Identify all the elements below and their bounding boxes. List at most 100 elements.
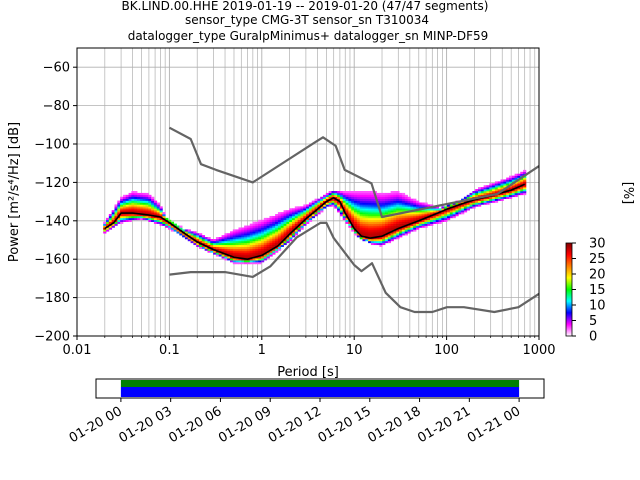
density-cell xyxy=(370,215,375,219)
density-cell xyxy=(249,229,253,232)
density-cell xyxy=(269,215,273,219)
density-cell xyxy=(165,225,169,228)
density-cell xyxy=(461,206,465,209)
density-cell xyxy=(204,242,208,246)
density-cell xyxy=(213,240,217,244)
density-cell xyxy=(463,200,468,203)
density-cell xyxy=(379,240,383,244)
density-cell xyxy=(241,233,245,236)
density-cell xyxy=(320,202,324,205)
density-cell xyxy=(280,239,284,242)
density-cell xyxy=(170,225,175,228)
density-cell xyxy=(106,221,110,224)
density-cell xyxy=(215,246,220,249)
density-cell xyxy=(382,196,386,199)
density-cell xyxy=(410,225,414,228)
density-cell xyxy=(179,231,183,234)
density-cell xyxy=(506,181,510,184)
density-cell xyxy=(128,194,132,198)
density-cell xyxy=(258,252,262,255)
density-cell xyxy=(151,215,155,219)
density-cell xyxy=(365,237,369,240)
density-cell xyxy=(424,221,428,224)
density-cell xyxy=(266,219,270,222)
density-cell xyxy=(210,250,214,253)
density-cell xyxy=(241,235,245,238)
density-cell xyxy=(241,237,245,240)
density-cell xyxy=(148,208,152,211)
x-axis-ticks: 0.01 0.1 1 10 100 1000 xyxy=(63,336,556,358)
density-cell xyxy=(294,223,299,226)
density-cell xyxy=(354,206,358,209)
density-cell xyxy=(393,198,397,201)
density-cell xyxy=(382,231,386,234)
density-cell xyxy=(323,200,327,203)
density-cell xyxy=(401,202,406,205)
density-cell xyxy=(244,239,248,242)
density-cell xyxy=(249,260,253,263)
density-cell xyxy=(362,214,366,217)
density-cell xyxy=(255,242,259,246)
density-cell xyxy=(272,231,276,234)
density-cell xyxy=(320,198,324,201)
density-cell xyxy=(196,244,200,247)
density-cell xyxy=(385,231,389,234)
density-cell xyxy=(232,235,237,238)
density-cell xyxy=(342,194,346,198)
density-cell xyxy=(379,231,383,234)
density-cell xyxy=(331,191,335,194)
density-cell xyxy=(303,204,307,207)
density-cell xyxy=(444,219,448,222)
density-cell xyxy=(156,219,160,222)
density-cell xyxy=(244,233,248,236)
density-cell xyxy=(376,239,380,242)
density-cell xyxy=(120,217,124,221)
density-cell xyxy=(370,227,375,230)
density-cell xyxy=(396,214,400,217)
density-cell xyxy=(125,217,129,221)
density-cell xyxy=(399,223,403,226)
density-cell xyxy=(294,217,299,221)
density-cell xyxy=(162,215,166,219)
density-cell xyxy=(249,262,253,265)
density-cell xyxy=(418,212,423,215)
density-cell xyxy=(224,254,228,257)
colorbar-tick-label: 20 xyxy=(589,268,606,283)
density-cell xyxy=(382,237,386,240)
density-cell xyxy=(401,196,406,199)
density-cell xyxy=(356,204,361,207)
density-cell xyxy=(258,244,262,247)
density-cell xyxy=(213,250,217,253)
density-cell xyxy=(401,210,406,213)
density-cell xyxy=(230,254,234,257)
density-cell xyxy=(435,208,439,211)
density-cell xyxy=(275,225,279,228)
density-cell xyxy=(134,204,138,207)
density-cell xyxy=(356,208,361,211)
density-cell xyxy=(379,200,383,203)
density-cell xyxy=(249,242,253,246)
density-cell xyxy=(351,214,355,217)
density-cell xyxy=(331,194,335,198)
density-cell xyxy=(297,219,301,222)
density-cell xyxy=(508,187,513,190)
density-cell xyxy=(131,191,135,194)
density-cell xyxy=(401,194,406,198)
density-cell xyxy=(396,198,400,201)
density-cell xyxy=(379,208,383,211)
density-cell xyxy=(365,223,369,226)
density-cell xyxy=(373,214,377,217)
density-cell xyxy=(486,189,490,192)
density-cell xyxy=(275,237,279,240)
density-cell xyxy=(292,223,296,226)
density-cell xyxy=(356,227,361,230)
density-cell xyxy=(401,227,406,230)
density-cell xyxy=(404,221,408,224)
density-cell xyxy=(142,202,146,205)
density-cell xyxy=(337,194,341,198)
density-cell xyxy=(238,229,242,232)
density-cell xyxy=(370,208,375,211)
density-cell xyxy=(238,237,242,240)
density-cell xyxy=(483,191,487,194)
density-cell xyxy=(232,233,237,236)
